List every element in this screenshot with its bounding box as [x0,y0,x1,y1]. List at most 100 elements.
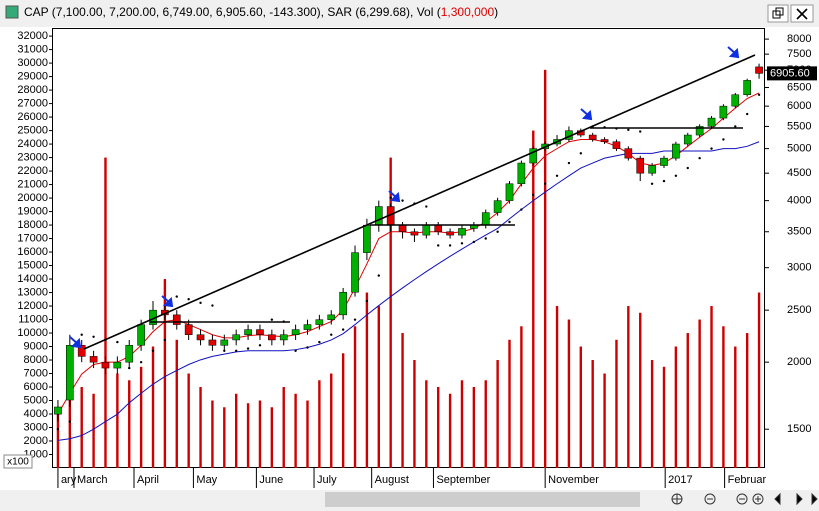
candle-body [351,252,359,293]
volume-bar [365,292,369,468]
volume-bar [128,380,131,468]
sar-dot [567,161,571,165]
scroll-thumb[interactable] [325,492,640,507]
candle-body [291,329,300,335]
sar-dot [686,166,689,170]
sar-dot [674,174,678,177]
x-tick-label: July [317,474,337,486]
sar-dot [745,112,749,116]
candle-body [184,324,193,335]
sar-dot [341,328,345,331]
candle-body [422,224,431,236]
y-tick-label: 24000 [17,138,48,150]
sar-dot [460,242,464,245]
y-tick-label: 21000 [17,178,48,190]
y2-tick-label: 6000 [787,100,811,112]
sar-dot [128,366,131,370]
volume-bar [223,407,226,468]
volume-bar [662,366,666,468]
x-tick-label: August [375,474,409,486]
candle-body [505,183,514,201]
volume-bar [377,306,380,468]
y-tick-label: 7000 [24,367,48,379]
volume-bar [567,319,571,468]
volume-bar [306,400,309,468]
volume-bar [270,407,274,468]
candle-body [588,134,597,140]
volume-bar [437,387,440,468]
volume-bar [199,387,202,468]
y-tick-label: 4000 [24,408,48,420]
y2-tick-label: 6500 [787,81,811,93]
x-tick-label: June [259,474,283,486]
volume-bar [448,393,452,468]
sar-dot [698,156,701,160]
sar-dot [437,244,440,247]
unit-box [3,454,33,469]
candle-body [529,148,538,164]
sar-dot [710,147,713,150]
x-tick-label: Februar [728,474,767,486]
restore-button[interactable] [767,4,789,23]
close-button[interactable] [790,4,814,23]
candle-body [600,139,609,142]
candle-body [672,143,680,159]
volume-bar [722,326,725,468]
volume-bar [472,387,476,468]
candle-body [731,94,740,107]
volume-bar [187,373,190,468]
candle-body [458,228,466,236]
sar-dot [68,420,72,423]
volume-bar [163,279,167,468]
y2-tick-label: 2500 [787,304,811,316]
volume-bar [211,400,214,468]
candle-body [220,339,229,346]
volume-bar [425,380,428,468]
y-tick-label: 27000 [17,97,48,109]
volume-bar [627,306,630,468]
candle-body [172,314,181,325]
y-tick-label: 29000 [17,70,48,82]
y-tick-label: 11000 [18,313,48,325]
volume-unit: x100 [7,457,29,468]
y2-tick-label: 7500 [787,48,811,60]
x-tick-label: 2017 [668,474,692,486]
volume-bar [68,353,72,468]
plot-layer: 1000200030004000500060007000800090001000… [17,30,817,488]
moving-average [57,141,760,441]
volume-bar [258,400,262,468]
nav-buttons[interactable] [671,492,818,506]
candle-body [648,165,656,174]
y-tick-label: 6000 [24,381,48,393]
y2-tick-label: 3000 [787,262,811,274]
volume-bar [282,387,285,468]
candle-body [315,319,324,325]
sar-dot [306,346,309,349]
sar-dot [211,304,214,307]
y-tick-label: 17000 [17,232,48,244]
title-volume: 1,300,000 [441,5,495,19]
sar-dot [151,349,155,352]
y-tick-label: 13000 [17,286,48,298]
candle-body [755,66,763,74]
y-tick-label: 15000 [17,259,48,271]
sar-dot [246,347,250,350]
sar-dot [448,244,452,247]
y-tick-label: 31000 [17,44,48,56]
candle-body [208,339,217,346]
sar-dot [734,125,737,128]
volume-bar [579,346,583,468]
volume-bar [116,373,119,468]
x-tick-label: April [137,474,159,486]
volume-bar [175,339,178,468]
volume-bar [151,346,155,468]
y-tick-label: 18000 [17,219,48,231]
y-tick-label: 19000 [17,205,48,217]
candle-body [660,157,668,166]
x-tick-label: ary [61,474,77,486]
volume-bar [674,346,678,468]
sar-dot [389,196,392,199]
volume-bar [234,393,238,468]
candle-body [232,334,241,341]
volume-bar [650,360,654,468]
